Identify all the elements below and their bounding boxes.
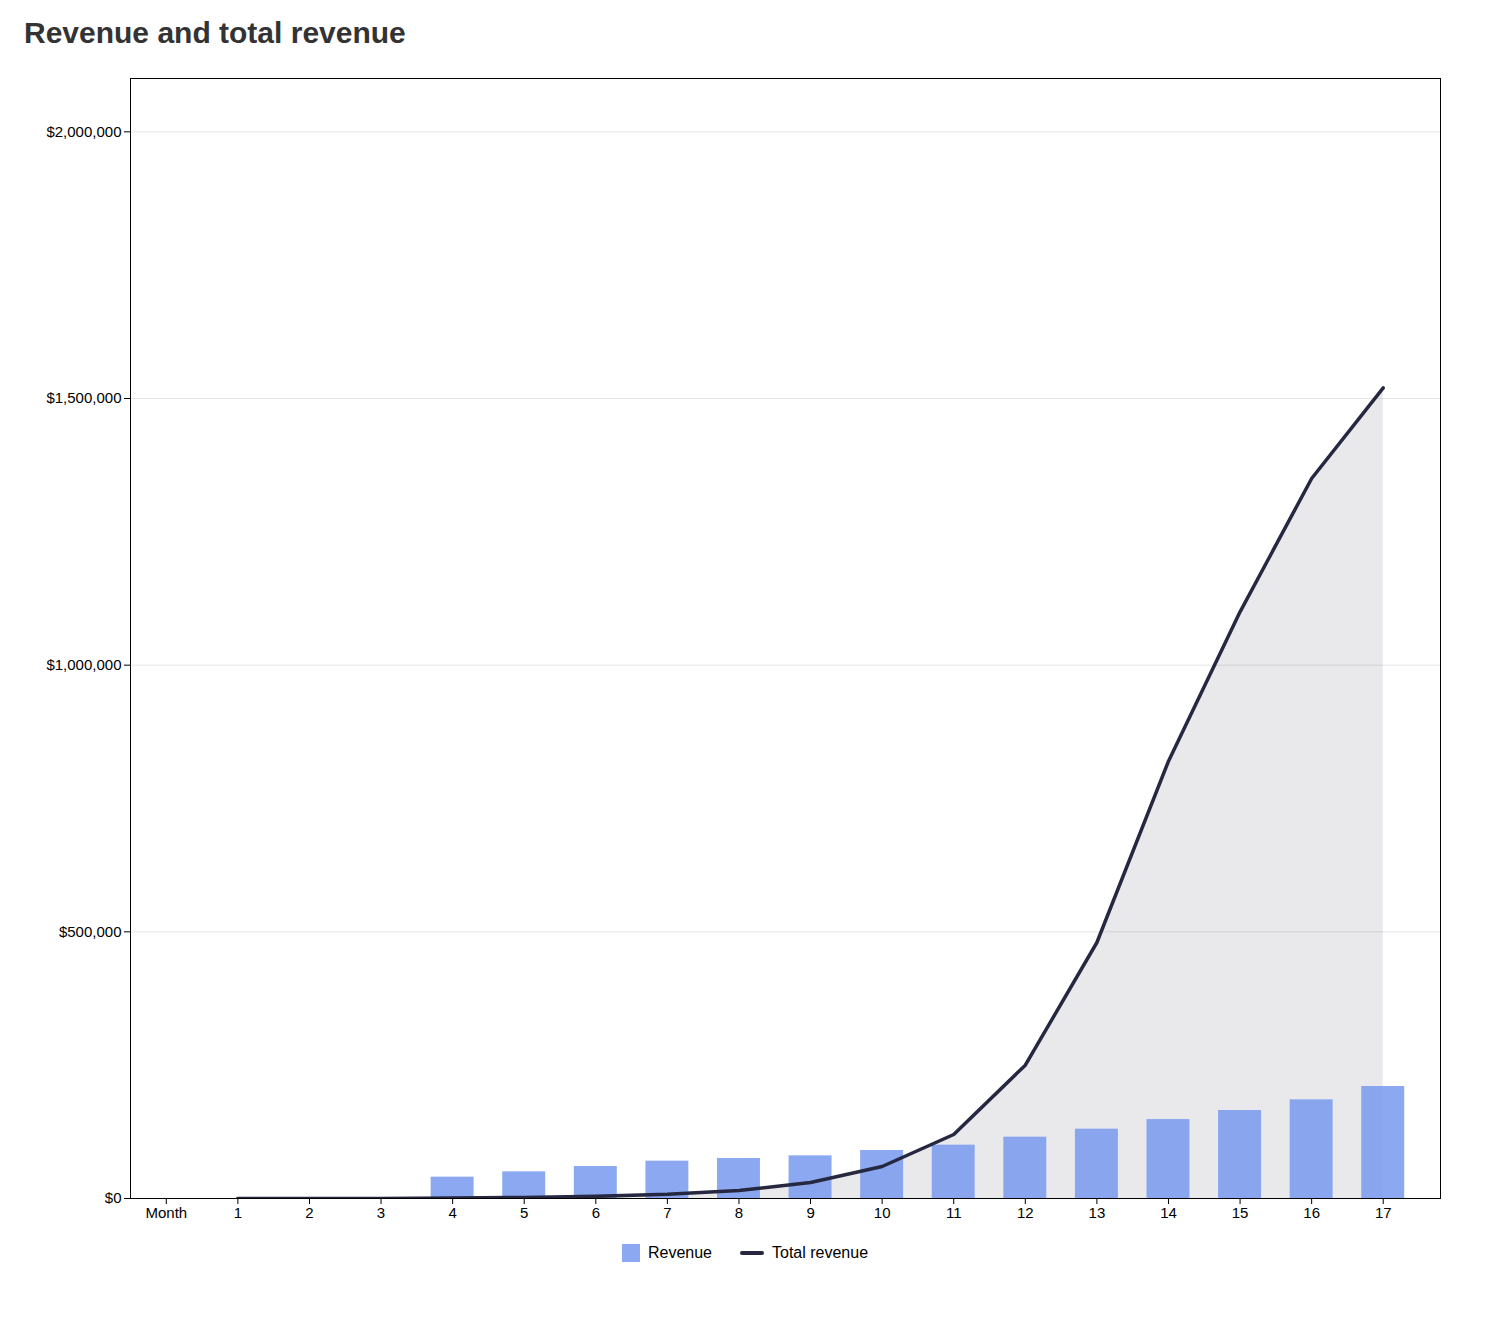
svg-text:7: 7 (663, 1204, 671, 1221)
svg-text:1: 1 (234, 1204, 242, 1221)
svg-text:13: 13 (1089, 1204, 1106, 1221)
svg-text:8: 8 (735, 1204, 743, 1221)
svg-text:Month: Month (145, 1204, 187, 1221)
svg-text:12: 12 (1017, 1204, 1034, 1221)
svg-text:15: 15 (1232, 1204, 1249, 1221)
svg-text:14: 14 (1160, 1204, 1177, 1221)
html-text:Revenue and total revenue: Revenue and total revenue (24, 16, 406, 49)
svg-text:$500,000: $500,000 (59, 923, 122, 940)
svg-text:3: 3 (377, 1204, 385, 1221)
svg-text:6: 6 (592, 1204, 600, 1221)
svg-text:17: 17 (1375, 1204, 1392, 1221)
svg-text:2: 2 (305, 1204, 313, 1221)
svg-text:16: 16 (1303, 1204, 1320, 1221)
svg-text:$0: $0 (105, 1189, 122, 1206)
svg-text:4: 4 (448, 1204, 456, 1221)
svg-text:$1,000,000: $1,000,000 (46, 656, 121, 673)
svg-text:10: 10 (874, 1204, 891, 1221)
svg-text:11: 11 (946, 1204, 962, 1221)
html-text:Total revenue: Total revenue (772, 1244, 868, 1261)
svg-text:$2,000,000: $2,000,000 (46, 123, 121, 140)
svg-text:9: 9 (806, 1204, 814, 1221)
svg-text:5: 5 (520, 1204, 528, 1221)
html-text:Revenue: Revenue (647, 1244, 712, 1261)
svg-text:$1,500,000: $1,500,000 (46, 389, 121, 406)
